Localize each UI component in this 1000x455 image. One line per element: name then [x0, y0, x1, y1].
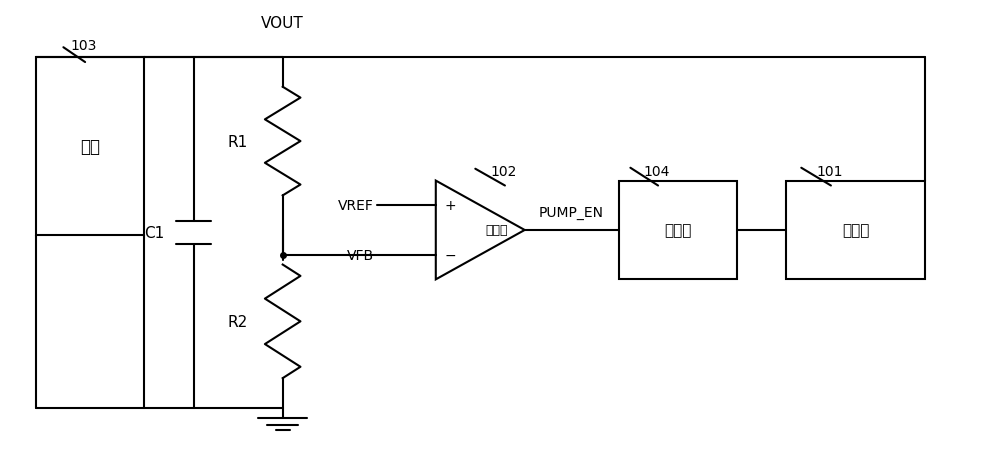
Text: −: − [445, 248, 456, 262]
Text: +: + [445, 199, 456, 213]
Bar [36, 58, 144, 235]
Text: 104: 104 [643, 164, 670, 178]
Text: 102: 102 [490, 164, 516, 178]
Text: R1: R1 [228, 134, 248, 149]
Text: PUMP_EN: PUMP_EN [539, 206, 604, 220]
Text: 103: 103 [70, 39, 97, 53]
Text: 比较器: 比较器 [485, 224, 508, 237]
Text: 负载: 负载 [80, 138, 100, 156]
Text: 101: 101 [816, 164, 843, 178]
Text: C1: C1 [144, 225, 164, 240]
Text: 振荡器: 振荡器 [664, 223, 691, 238]
Text: R2: R2 [228, 314, 248, 329]
Text: VFB: VFB [346, 248, 374, 262]
Text: 电荷泉: 电荷泉 [842, 223, 869, 238]
Bar [619, 181, 737, 280]
Text: VREF: VREF [338, 199, 374, 213]
Bar [786, 181, 925, 280]
Text: VOUT: VOUT [261, 16, 304, 31]
